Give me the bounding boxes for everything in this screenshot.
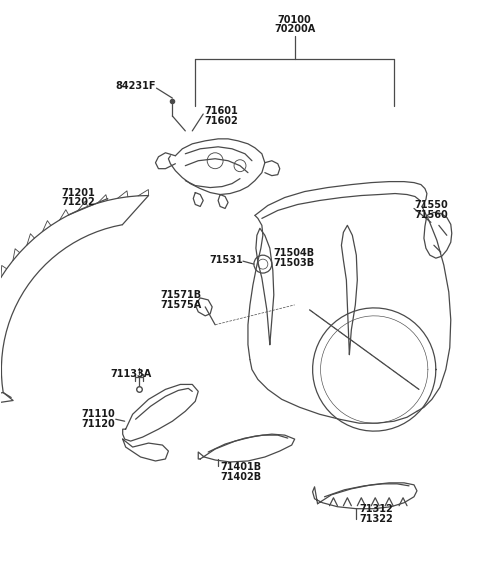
Text: 71401B: 71401B xyxy=(220,462,261,472)
Text: 71110: 71110 xyxy=(81,409,115,419)
Text: 71322: 71322 xyxy=(360,514,393,524)
Text: 70200A: 70200A xyxy=(274,25,315,34)
Text: 71201: 71201 xyxy=(61,187,95,198)
Text: 71133A: 71133A xyxy=(111,369,152,380)
Text: 71503B: 71503B xyxy=(274,258,315,268)
Text: 71602: 71602 xyxy=(204,116,238,126)
Text: 71312: 71312 xyxy=(360,504,393,514)
Text: 71202: 71202 xyxy=(61,198,95,207)
Text: 71560: 71560 xyxy=(414,210,448,220)
Text: 71550: 71550 xyxy=(414,200,448,211)
Text: 71601: 71601 xyxy=(204,106,238,116)
Text: 71571B: 71571B xyxy=(160,290,202,300)
Text: 84231F: 84231F xyxy=(115,81,156,91)
Text: 71402B: 71402B xyxy=(220,472,261,482)
Text: 71531: 71531 xyxy=(209,255,243,265)
Text: 71575A: 71575A xyxy=(160,300,202,310)
Text: 70100: 70100 xyxy=(278,14,312,25)
Text: 71120: 71120 xyxy=(81,419,115,429)
Text: 71504B: 71504B xyxy=(274,248,315,258)
